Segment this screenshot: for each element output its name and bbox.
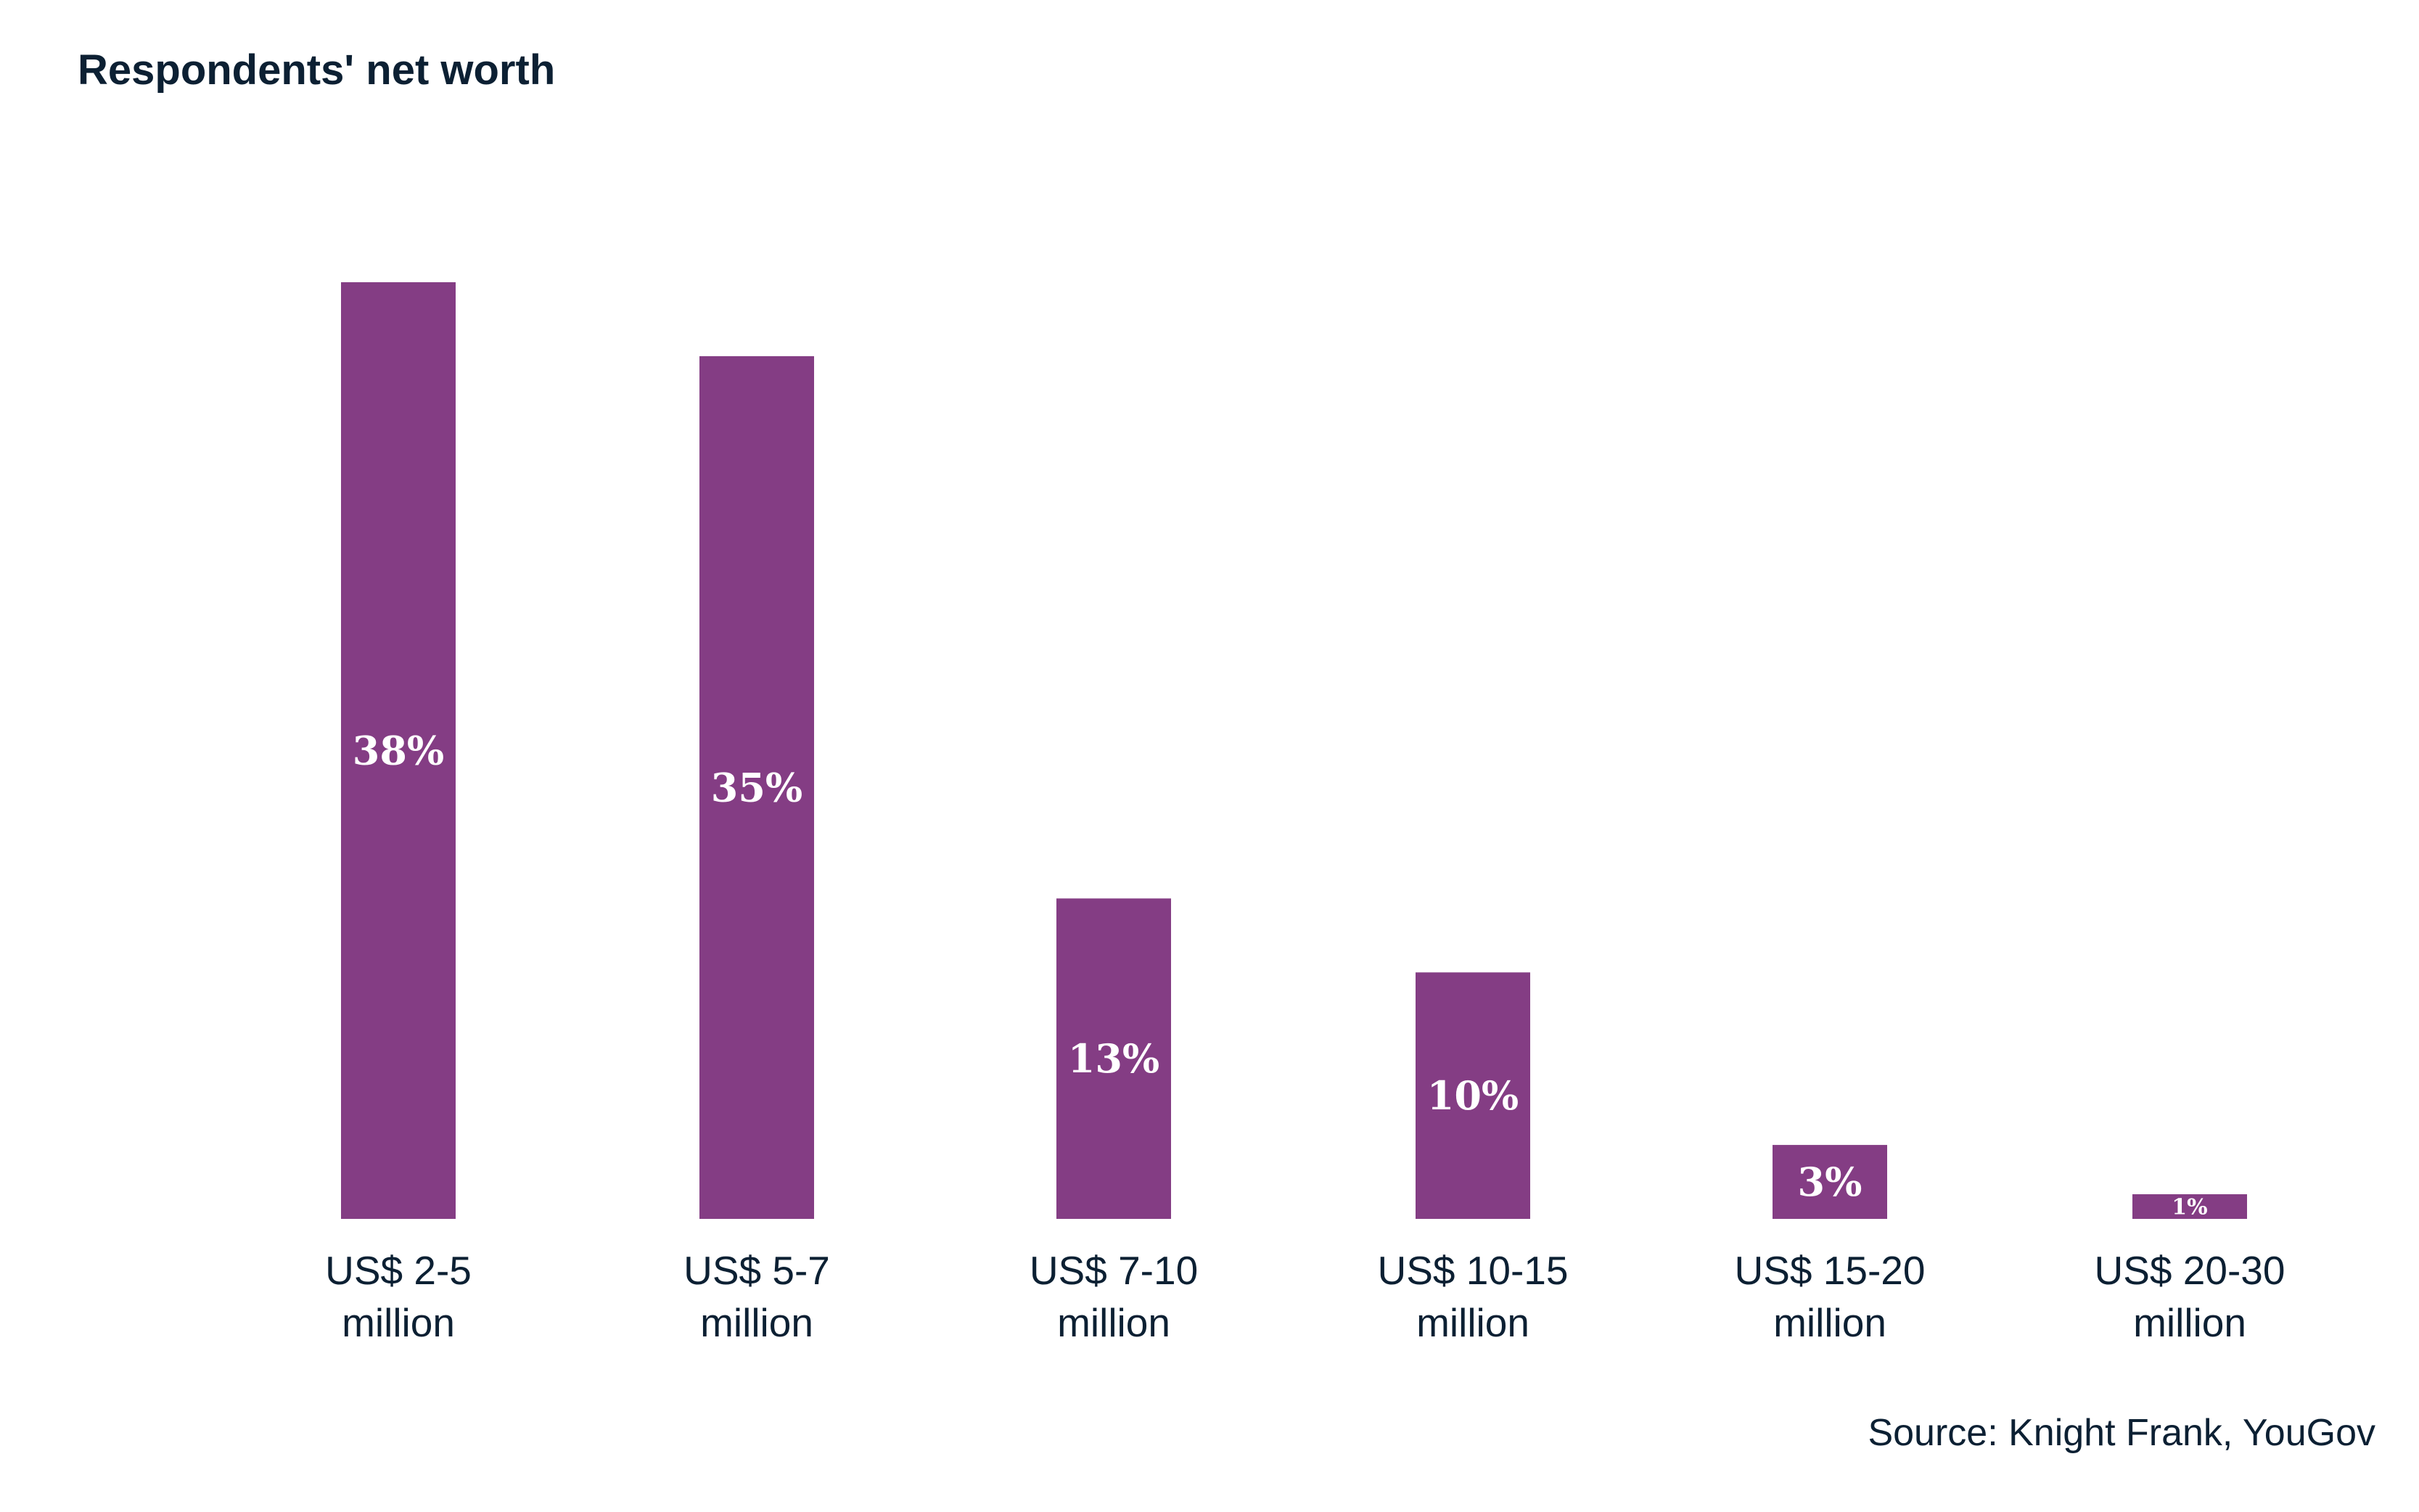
category-label-3-line-0: US$ 10-15	[1378, 1248, 1569, 1293]
bar-value-label-5: 1%	[2172, 1195, 2207, 1220]
bar-value-label-3: 10%	[1427, 1072, 1519, 1119]
category-label-2-line-1: million	[1057, 1300, 1170, 1345]
bars-group: 38% US$ 2-5 million 35% US$ 5-7 million 13% US$…	[325, 282, 2285, 1345]
bar-5	[2132, 1194, 2247, 1219]
bar-value-label-2: 13%	[1068, 1035, 1159, 1082]
category-label-1-line-0: US$ 5-7	[683, 1248, 830, 1293]
bar-0	[341, 282, 456, 1219]
category-label-0-line-0: US$ 2-5	[325, 1248, 472, 1293]
bar-value-label-1: 35%	[711, 764, 802, 810]
category-label-5-line-1: million	[2133, 1300, 2246, 1345]
bar-1	[699, 356, 814, 1220]
category-label-3-line-1: million	[1416, 1300, 1529, 1345]
category-label-4-line-1: million	[1773, 1300, 1886, 1345]
chart-title: Respondents' net worth	[78, 46, 555, 94]
source-note: Source: Knight Frank, YouGov	[1868, 1412, 2375, 1454]
category-label-0-line-1: million	[342, 1300, 455, 1345]
bar-3	[1416, 972, 1530, 1219]
category-label-5-line-0: US$ 20-30	[2095, 1248, 2285, 1293]
category-label-4-line-0: US$ 15-20	[1735, 1248, 1926, 1293]
category-label-2-line-0: US$ 7-10	[1030, 1248, 1198, 1293]
bar-4	[1773, 1145, 1887, 1219]
category-label-1-line-1: million	[700, 1300, 813, 1345]
bar-value-label-0: 38%	[353, 727, 444, 773]
bar-value-label-4: 3%	[1798, 1159, 1862, 1205]
bar-2	[1056, 898, 1171, 1219]
